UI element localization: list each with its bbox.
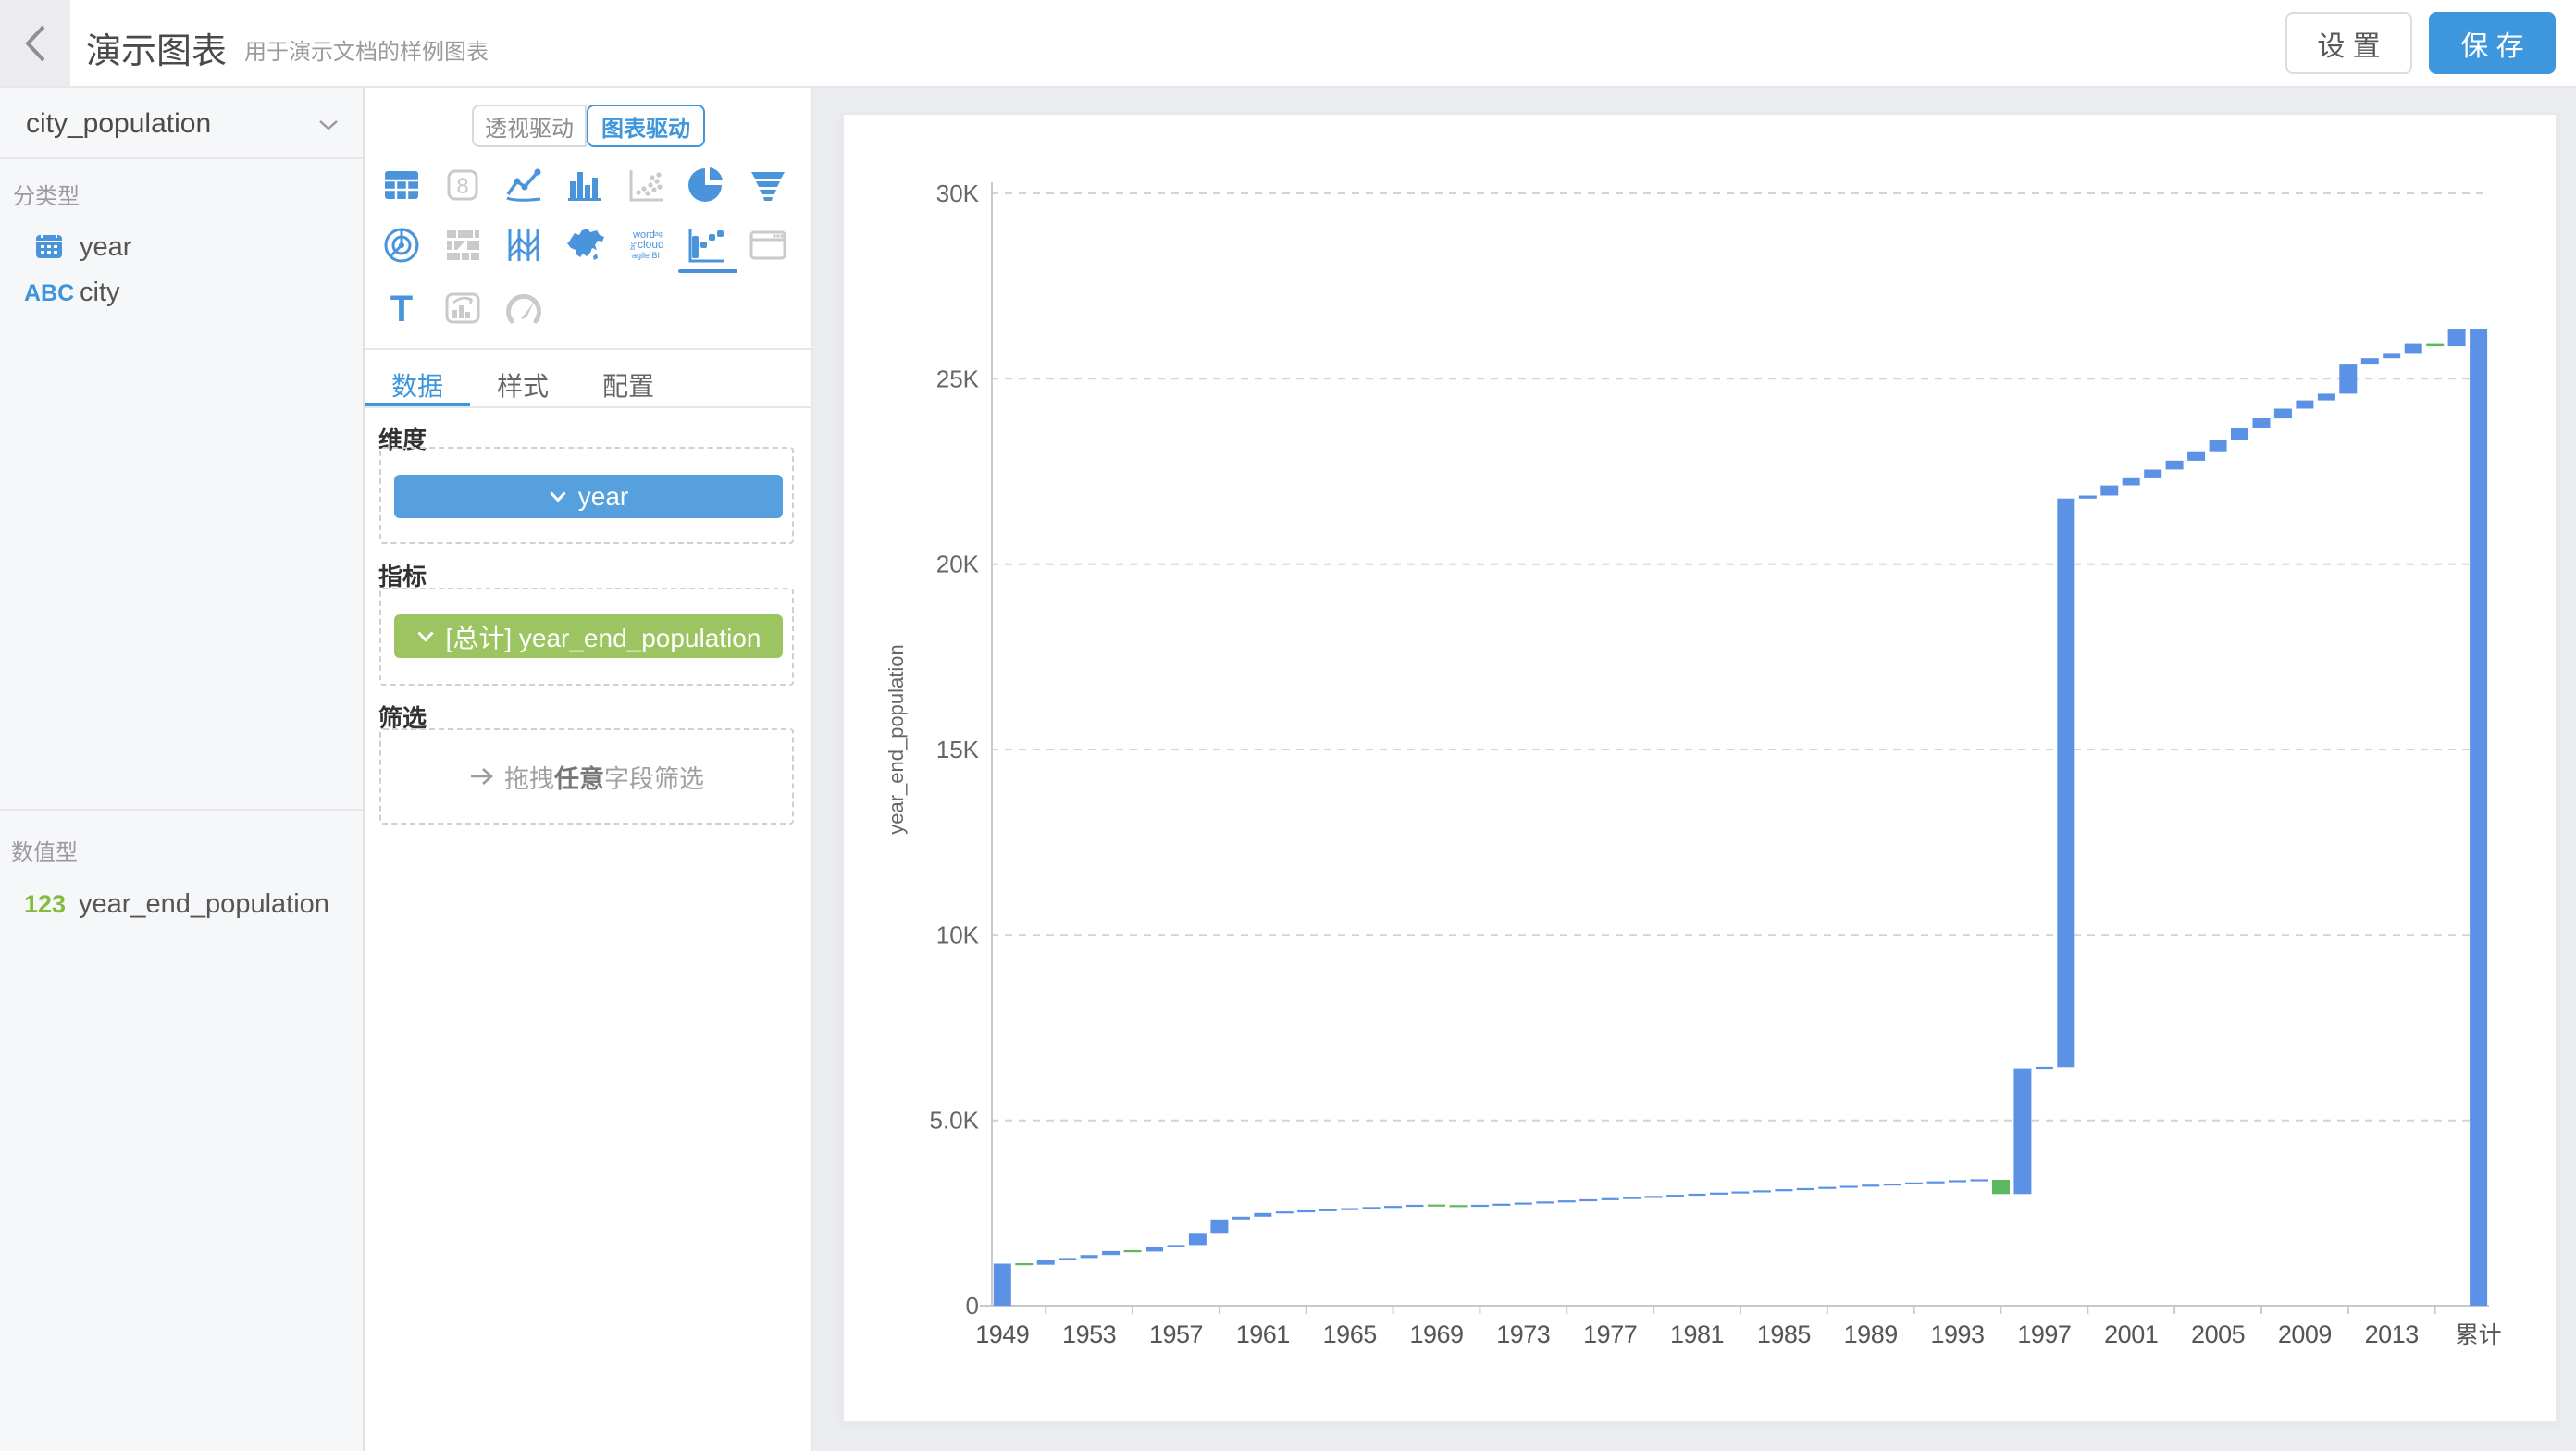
svg-text:1981: 1981 [1670,1321,1724,1348]
svg-text:0: 0 [966,1292,979,1320]
svg-text:累计: 累计 [2456,1322,2502,1348]
svg-text:30K: 30K [936,180,980,207]
svg-text:2001: 2001 [2104,1321,2158,1348]
svg-text:1993: 1993 [1930,1321,1984,1348]
svg-text:2005: 2005 [2191,1321,2245,1348]
svg-text:1957: 1957 [1149,1321,1203,1348]
svg-text:big: big [630,242,637,250]
svg-text:10K: 10K [936,921,980,949]
svg-text:2013: 2013 [2365,1321,2419,1348]
svg-text:15K: 15K [936,736,980,763]
svg-text:tag: tag [653,231,663,238]
svg-text:5.0K: 5.0K [930,1107,980,1135]
svg-text:1961: 1961 [1236,1321,1290,1348]
svg-text:2009: 2009 [2278,1321,2332,1348]
svg-text:8: 8 [456,174,468,199]
svg-text:agile BI: agile BI [632,251,660,260]
svg-text:20K: 20K [936,551,980,578]
svg-text:1969: 1969 [1409,1321,1463,1348]
svg-text:1985: 1985 [1757,1321,1811,1348]
svg-text:1953: 1953 [1062,1321,1116,1348]
svg-text:word: word [632,229,655,241]
svg-text:25K: 25K [936,365,980,392]
svg-text:1977: 1977 [1583,1321,1637,1348]
svg-text:1997: 1997 [2017,1321,2071,1348]
svg-text:1973: 1973 [1496,1321,1550,1348]
svg-text:cloud: cloud [638,238,664,251]
svg-text:1989: 1989 [1844,1321,1898,1348]
svg-text:year_end_population: year_end_population [885,644,908,835]
svg-text:1949: 1949 [975,1321,1029,1348]
svg-text:T: T [390,289,413,329]
svg-text:1965: 1965 [1323,1321,1377,1348]
